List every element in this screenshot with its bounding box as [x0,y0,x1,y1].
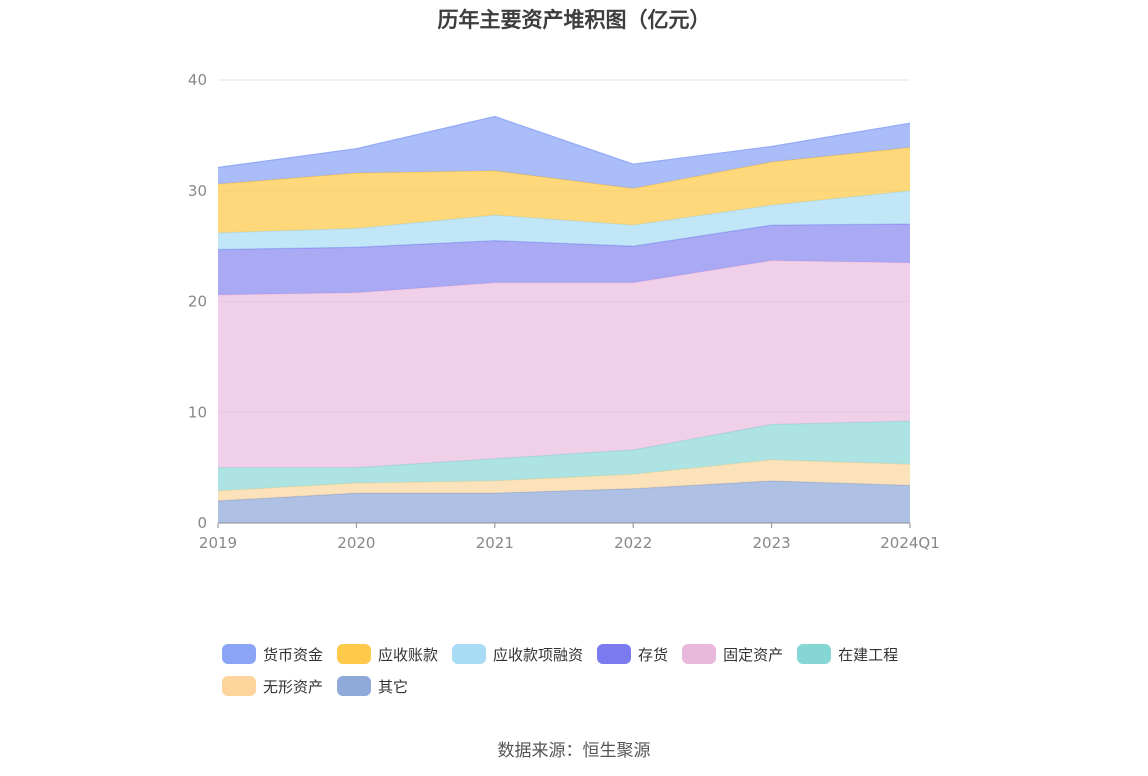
legend-swatch [452,644,487,664]
x-tick-label: 2020 [337,534,375,552]
area-series [217,115,911,523]
y-tick-label: 40 [188,71,207,89]
legend-swatch [222,676,256,696]
legend-item[interactable]: 应收账款 [337,638,438,670]
legend-label: 应收款项融资 [493,645,584,664]
legend-label: 无形资产 [263,677,324,696]
legend-item[interactable]: 其它 [337,670,408,702]
legend-label: 应收账款 [378,645,439,664]
x-tick-label: 2024Q1 [880,534,940,552]
legend-item[interactable]: 在建工程 [797,638,898,670]
x-tick-label: 2021 [476,534,514,552]
chart-plot: 0 10 20 30 40 2019 2020 2021 2022 2023 2024Q1 [188,71,940,552]
legend-item[interactable]: 货币资金 [222,638,323,670]
y-tick-label: 20 [188,293,207,311]
x-tick-label: 2019 [199,534,237,552]
data-source: 数据来源：恒生聚源 [497,741,651,761]
x-tick-label: 2022 [614,534,652,552]
x-tick-label: 2023 [753,534,791,552]
y-tick-label: 30 [188,182,207,200]
legend: 货币资金 应收账款 应收款项融资 存货 固定资产 在建工程无形资产 其它 [222,638,962,702]
legend-label: 在建工程 [838,645,899,664]
area-在建工程 [218,421,910,491]
area-其它 [218,480,910,523]
legend-swatch [797,644,832,664]
legend-swatch [222,644,256,664]
area-edge-货币资金 [217,115,911,169]
legend-label: 其它 [378,677,409,696]
area-固定资产 [218,260,910,468]
legend-swatch [682,644,717,664]
legend-label: 货币资金 [263,645,324,664]
axes: 0 10 20 30 40 2019 2020 2021 2022 2023 2024Q1 [188,71,940,552]
legend-item[interactable]: 固定资产 [682,638,783,670]
legend-swatch [337,676,372,696]
legend-label: 固定资产 [723,645,784,664]
area-无形资产 [218,459,910,501]
legend-item[interactable]: 无形资产 [222,670,323,702]
legend-swatch [597,644,632,664]
legend-item[interactable]: 应收款项融资 [452,638,583,670]
legend-item[interactable]: 存货 [597,638,668,670]
y-tick-label: 0 [197,514,207,532]
y-tick-label: 10 [188,403,207,421]
legend-swatch [337,644,372,664]
chart-title: 历年主要资产堆积图（亿元） [437,8,711,32]
legend-label: 存货 [638,645,669,664]
area-存货 [218,223,910,295]
area-货币资金 [218,116,910,189]
